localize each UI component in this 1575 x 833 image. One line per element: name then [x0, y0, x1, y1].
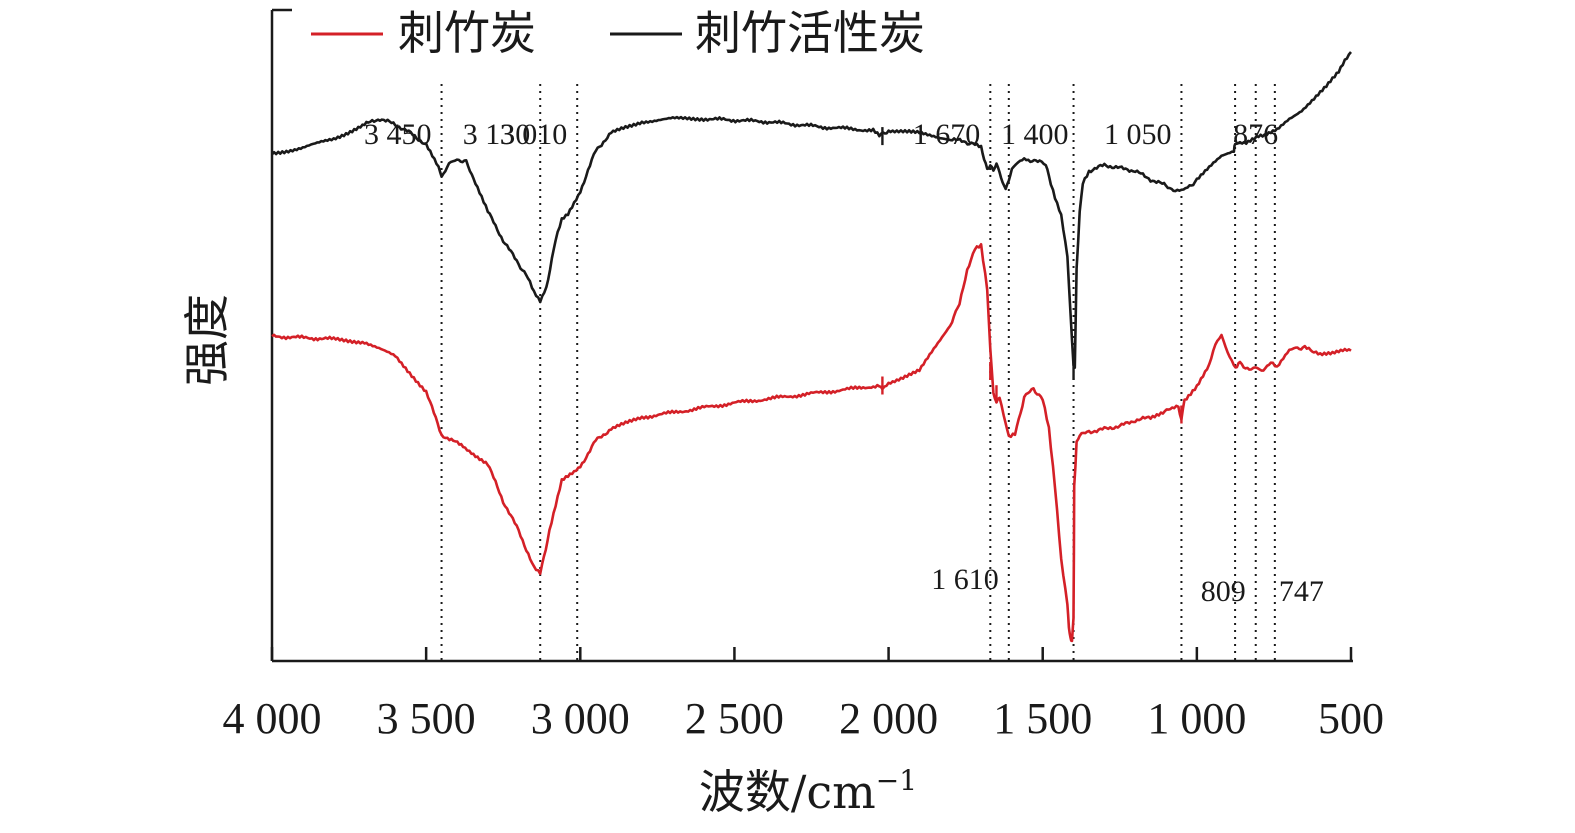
reference-label-3130: 3 130	[463, 118, 531, 151]
legend: 刺竹炭 刺竹活性炭	[311, 6, 925, 60]
x-tick-label-3000: 3 000	[531, 694, 630, 743]
x-axis-title-main: 波数/cm	[699, 765, 876, 819]
x-tick-label-4000: 4 000	[223, 694, 322, 743]
x-tick-label-1000: 1 000	[1147, 694, 1246, 743]
reference-label-1050: 1 050	[1104, 118, 1172, 151]
reference-label-1670: 1 670	[913, 118, 981, 151]
legend-label-series-0: 刺竹炭	[398, 6, 536, 60]
x-tick-label-2000: 2 000	[839, 694, 938, 743]
series-line-0	[271, 243, 1352, 643]
reference-label-809: 809	[1201, 575, 1246, 608]
legend-label-series-1: 刺竹活性炭	[695, 6, 925, 60]
reference-label-876: 876	[1233, 118, 1278, 151]
reference-label-3450: 3 450	[364, 118, 432, 151]
x-ticks: 4 000 3 500 3 000 2 500 2 000 1 500 1 000 500	[223, 647, 1384, 743]
x-axis-title: 波数/cm−1	[699, 764, 917, 819]
x-tick-label-1500: 1 500	[993, 694, 1092, 743]
series-layer	[271, 51, 1352, 643]
reference-lines	[440, 84, 1276, 661]
x-axis-title-superscript: −1	[876, 764, 917, 797]
reference-label-3010: 3 010	[500, 118, 568, 151]
reference-label-747: 747	[1279, 575, 1324, 608]
x-tick-label-500: 500	[1318, 694, 1384, 743]
x-tick-label-3500: 3 500	[377, 694, 476, 743]
y-axis-title: 强度	[180, 294, 234, 386]
reference-label-1400: 1 400	[1001, 118, 1069, 151]
reference-label-1610: 1 610	[931, 563, 999, 596]
x-tick-label-2500: 2 500	[685, 694, 784, 743]
series-line-1	[271, 51, 1352, 370]
